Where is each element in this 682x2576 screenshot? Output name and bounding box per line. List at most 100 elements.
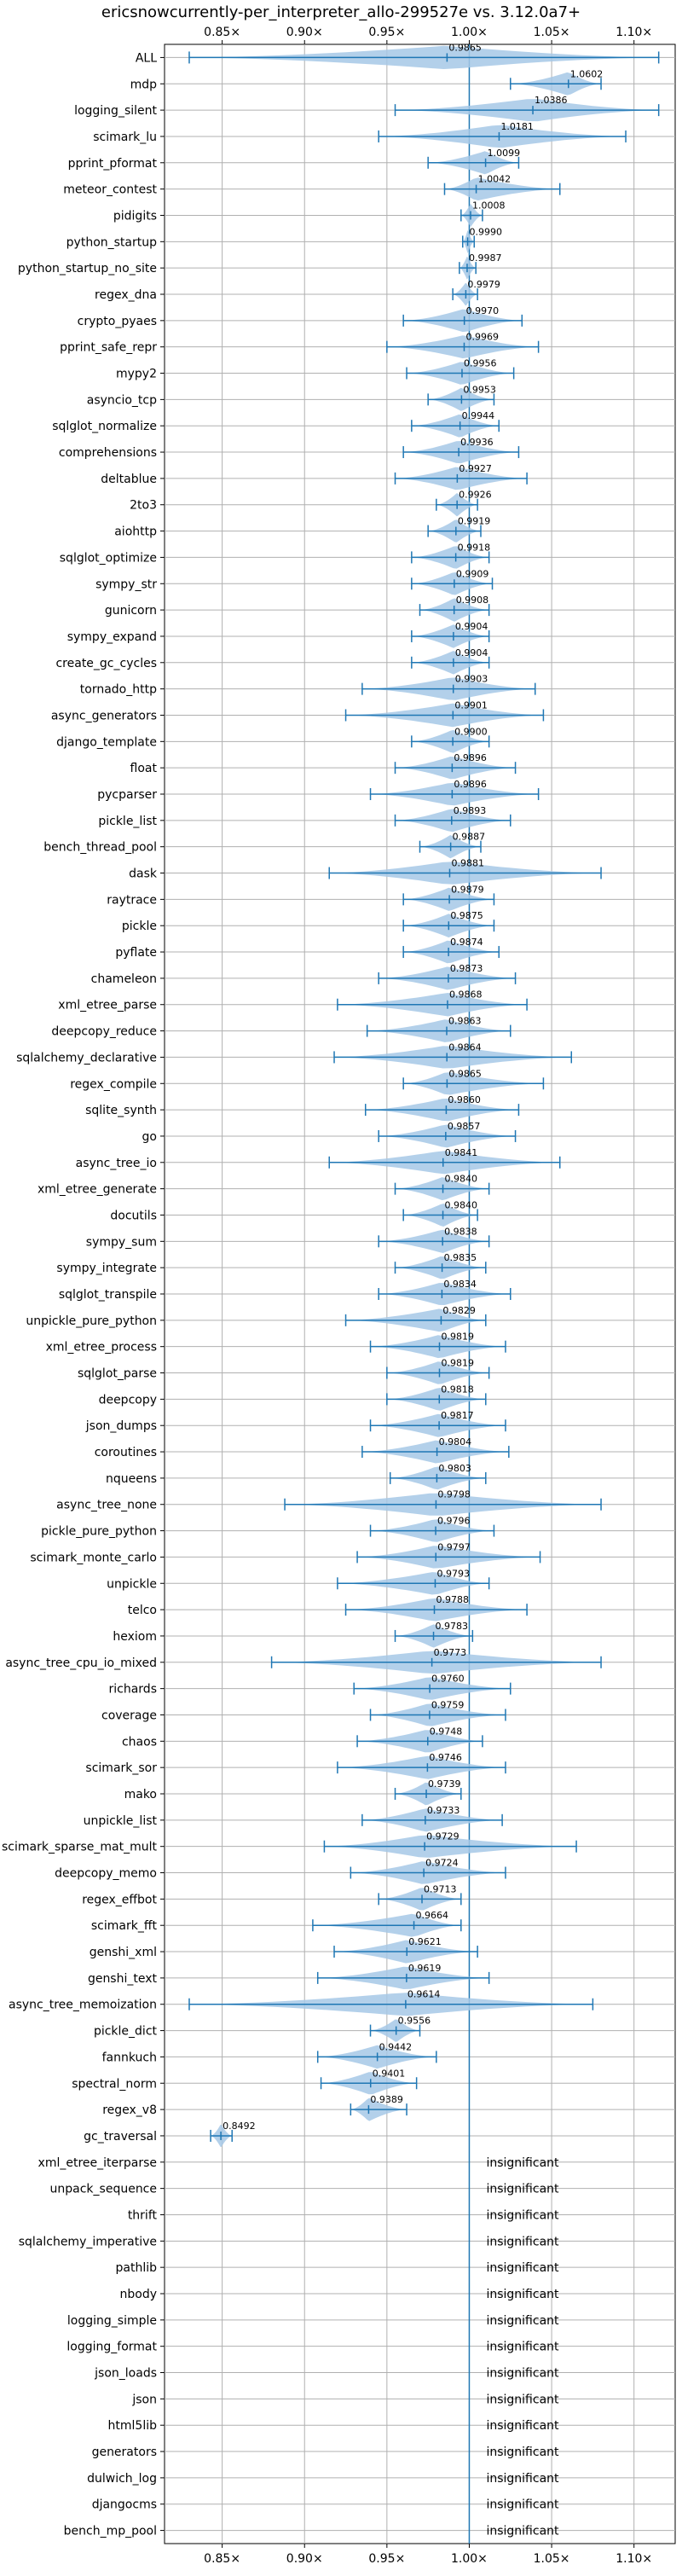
benchmark-label: sqlglot_parse — [78, 1367, 157, 1381]
median-value-label: 0.9729 — [426, 1831, 459, 1842]
median-value-label: 0.9817 — [441, 1410, 474, 1421]
benchmark-label: sympy_sum — [86, 1235, 157, 1249]
median-value-label: 0.9389 — [370, 2094, 403, 2105]
benchmark-label: hexiom — [113, 1630, 157, 1644]
median-value-label: 0.9838 — [444, 1226, 477, 1237]
benchmark-label: mypy2 — [116, 368, 157, 381]
benchmark-label: djangocms — [92, 2498, 157, 2512]
benchmark-label: scimark_monte_carlo — [30, 1551, 157, 1564]
median-value-label: 0.9819 — [441, 1358, 474, 1369]
median-value-label: 0.9760 — [431, 1674, 464, 1685]
benchmark-label: unpickle_pure_python — [26, 1314, 157, 1328]
benchmark-label: scimark_lu — [93, 131, 157, 144]
benchmark-label: pprint_pformat — [68, 157, 158, 171]
benchmark-label: xml_etree_parse — [58, 999, 157, 1012]
insignificant-label: insignificant — [486, 2341, 559, 2354]
median-value-label: 0.9956 — [464, 358, 497, 369]
median-value-label: 0.9900 — [454, 726, 488, 737]
benchmark-label: deltablue — [101, 473, 157, 486]
benchmark-label: spectral_norm — [72, 2077, 157, 2091]
insignificant-label: insignificant — [486, 2472, 559, 2486]
median-value-label: 0.9748 — [430, 1726, 463, 1737]
median-value-label: 0.9901 — [454, 699, 488, 711]
benchmark-label: genshi_xml — [90, 1946, 157, 1959]
benchmark-label: chameleon — [91, 972, 157, 986]
benchmark-label: create_gc_cycles — [55, 657, 157, 670]
insignificant-label: insignificant — [486, 2261, 559, 2275]
benchmark-label: thrift — [128, 2208, 158, 2222]
benchmark-label: logging_format — [66, 2341, 157, 2354]
insignificant-label: insignificant — [486, 2208, 559, 2222]
benchmark-label: bench_thread_pool — [43, 841, 157, 855]
median-value-label: 0.9621 — [408, 1936, 442, 1947]
insignificant-label: insignificant — [486, 2183, 559, 2196]
benchmark-label: logging_silent — [74, 104, 157, 118]
median-value-label: 0.9903 — [455, 674, 488, 685]
median-value-label: 0.9969 — [465, 332, 499, 343]
median-value-label: 0.9893 — [454, 805, 487, 816]
benchmark-label: gunicorn — [105, 604, 157, 618]
x-tick-label-top: 0.95× — [368, 26, 405, 39]
x-tick-label-bottom: 1.05× — [534, 2552, 570, 2566]
median-value-label: 0.9759 — [431, 1699, 465, 1710]
benchmark-label: html5lib — [108, 2419, 158, 2433]
benchmark-label: sympy_integrate — [56, 1262, 157, 1275]
chart-title: ericsnowcurrently-per_interpreter_allo-2… — [101, 3, 581, 21]
benchmark-label: xml_etree_process — [46, 1341, 157, 1355]
median-value-label: 0.9797 — [437, 1541, 471, 1552]
insignificant-label: insignificant — [486, 2367, 559, 2381]
median-value-label: 0.9664 — [416, 1910, 449, 1921]
benchmark-label: richards — [109, 1683, 158, 1697]
median-value-label: 0.9927 — [459, 463, 492, 474]
x-tick-label-top: 1.05× — [534, 26, 570, 39]
benchmark-label: pickle_pure_python — [41, 1525, 157, 1539]
insignificant-label: insignificant — [486, 2156, 559, 2170]
benchmark-label: raytrace — [107, 893, 157, 907]
insignificant-label: insignificant — [486, 2445, 559, 2459]
benchmark-label: bench_mp_pool — [64, 2525, 157, 2538]
median-value-label: 0.9868 — [449, 989, 483, 1001]
median-value-label: 0.9864 — [448, 1041, 482, 1053]
median-value-label: 0.9865 — [448, 42, 482, 53]
benchmark-label: generators — [92, 2445, 157, 2459]
benchmark-label: pprint_safe_repr — [60, 341, 157, 355]
median-value-label: 0.9835 — [444, 1252, 477, 1263]
x-tick-label-bottom: 0.90× — [286, 2552, 323, 2566]
benchmark-label: coverage — [101, 1709, 157, 1722]
median-value-label: 0.9881 — [451, 858, 484, 869]
median-value-label: 0.9918 — [458, 542, 491, 553]
median-value-label: 1.0181 — [500, 121, 534, 132]
benchmark-label: unpack_sequence — [50, 2183, 157, 2196]
median-value-label: 0.9818 — [441, 1384, 474, 1395]
benchmark-label: dask — [129, 867, 158, 881]
benchmark-label: sympy_str — [95, 577, 157, 591]
benchmark-label: regex_v8 — [102, 2103, 157, 2117]
insignificant-label: insignificant — [486, 2393, 559, 2406]
benchmark-label: scimark_sparse_mat_mult — [2, 1841, 157, 1854]
benchmark-label: regex_dna — [95, 288, 157, 302]
benchmark-label: json — [131, 2393, 157, 2406]
median-value-label: 0.9970 — [466, 305, 500, 316]
benchmark-label: nbody — [120, 2288, 158, 2301]
insignificant-label: insignificant — [486, 2288, 559, 2301]
benchmark-label: async_tree_cpu_io_mixed — [5, 1656, 157, 1670]
benchmark-label: sympy_expand — [67, 630, 157, 644]
median-value-label: 0.9713 — [424, 1883, 457, 1894]
benchmark-label: aiohttp — [114, 525, 157, 539]
benchmark-label: docutils — [110, 1209, 157, 1222]
median-value-label: 0.9909 — [456, 568, 489, 579]
median-value-label: 0.9887 — [453, 832, 486, 843]
benchmark-label: go — [142, 1130, 157, 1144]
median-value-label: 0.9803 — [438, 1463, 471, 1474]
x-tick-label-bottom: 0.95× — [368, 2552, 405, 2566]
benchmark-label: pickle_dict — [94, 2025, 158, 2039]
benchmark-label: meteor_contest — [63, 183, 157, 197]
median-value-label: 0.9875 — [450, 910, 483, 921]
insignificant-label: insignificant — [486, 2314, 559, 2328]
median-value-label: 0.9860 — [448, 1094, 481, 1105]
benchmark-label: mdp — [130, 78, 158, 91]
median-value-label: 1.0042 — [478, 174, 512, 185]
benchmark-label: xml_etree_generate — [38, 1183, 157, 1197]
